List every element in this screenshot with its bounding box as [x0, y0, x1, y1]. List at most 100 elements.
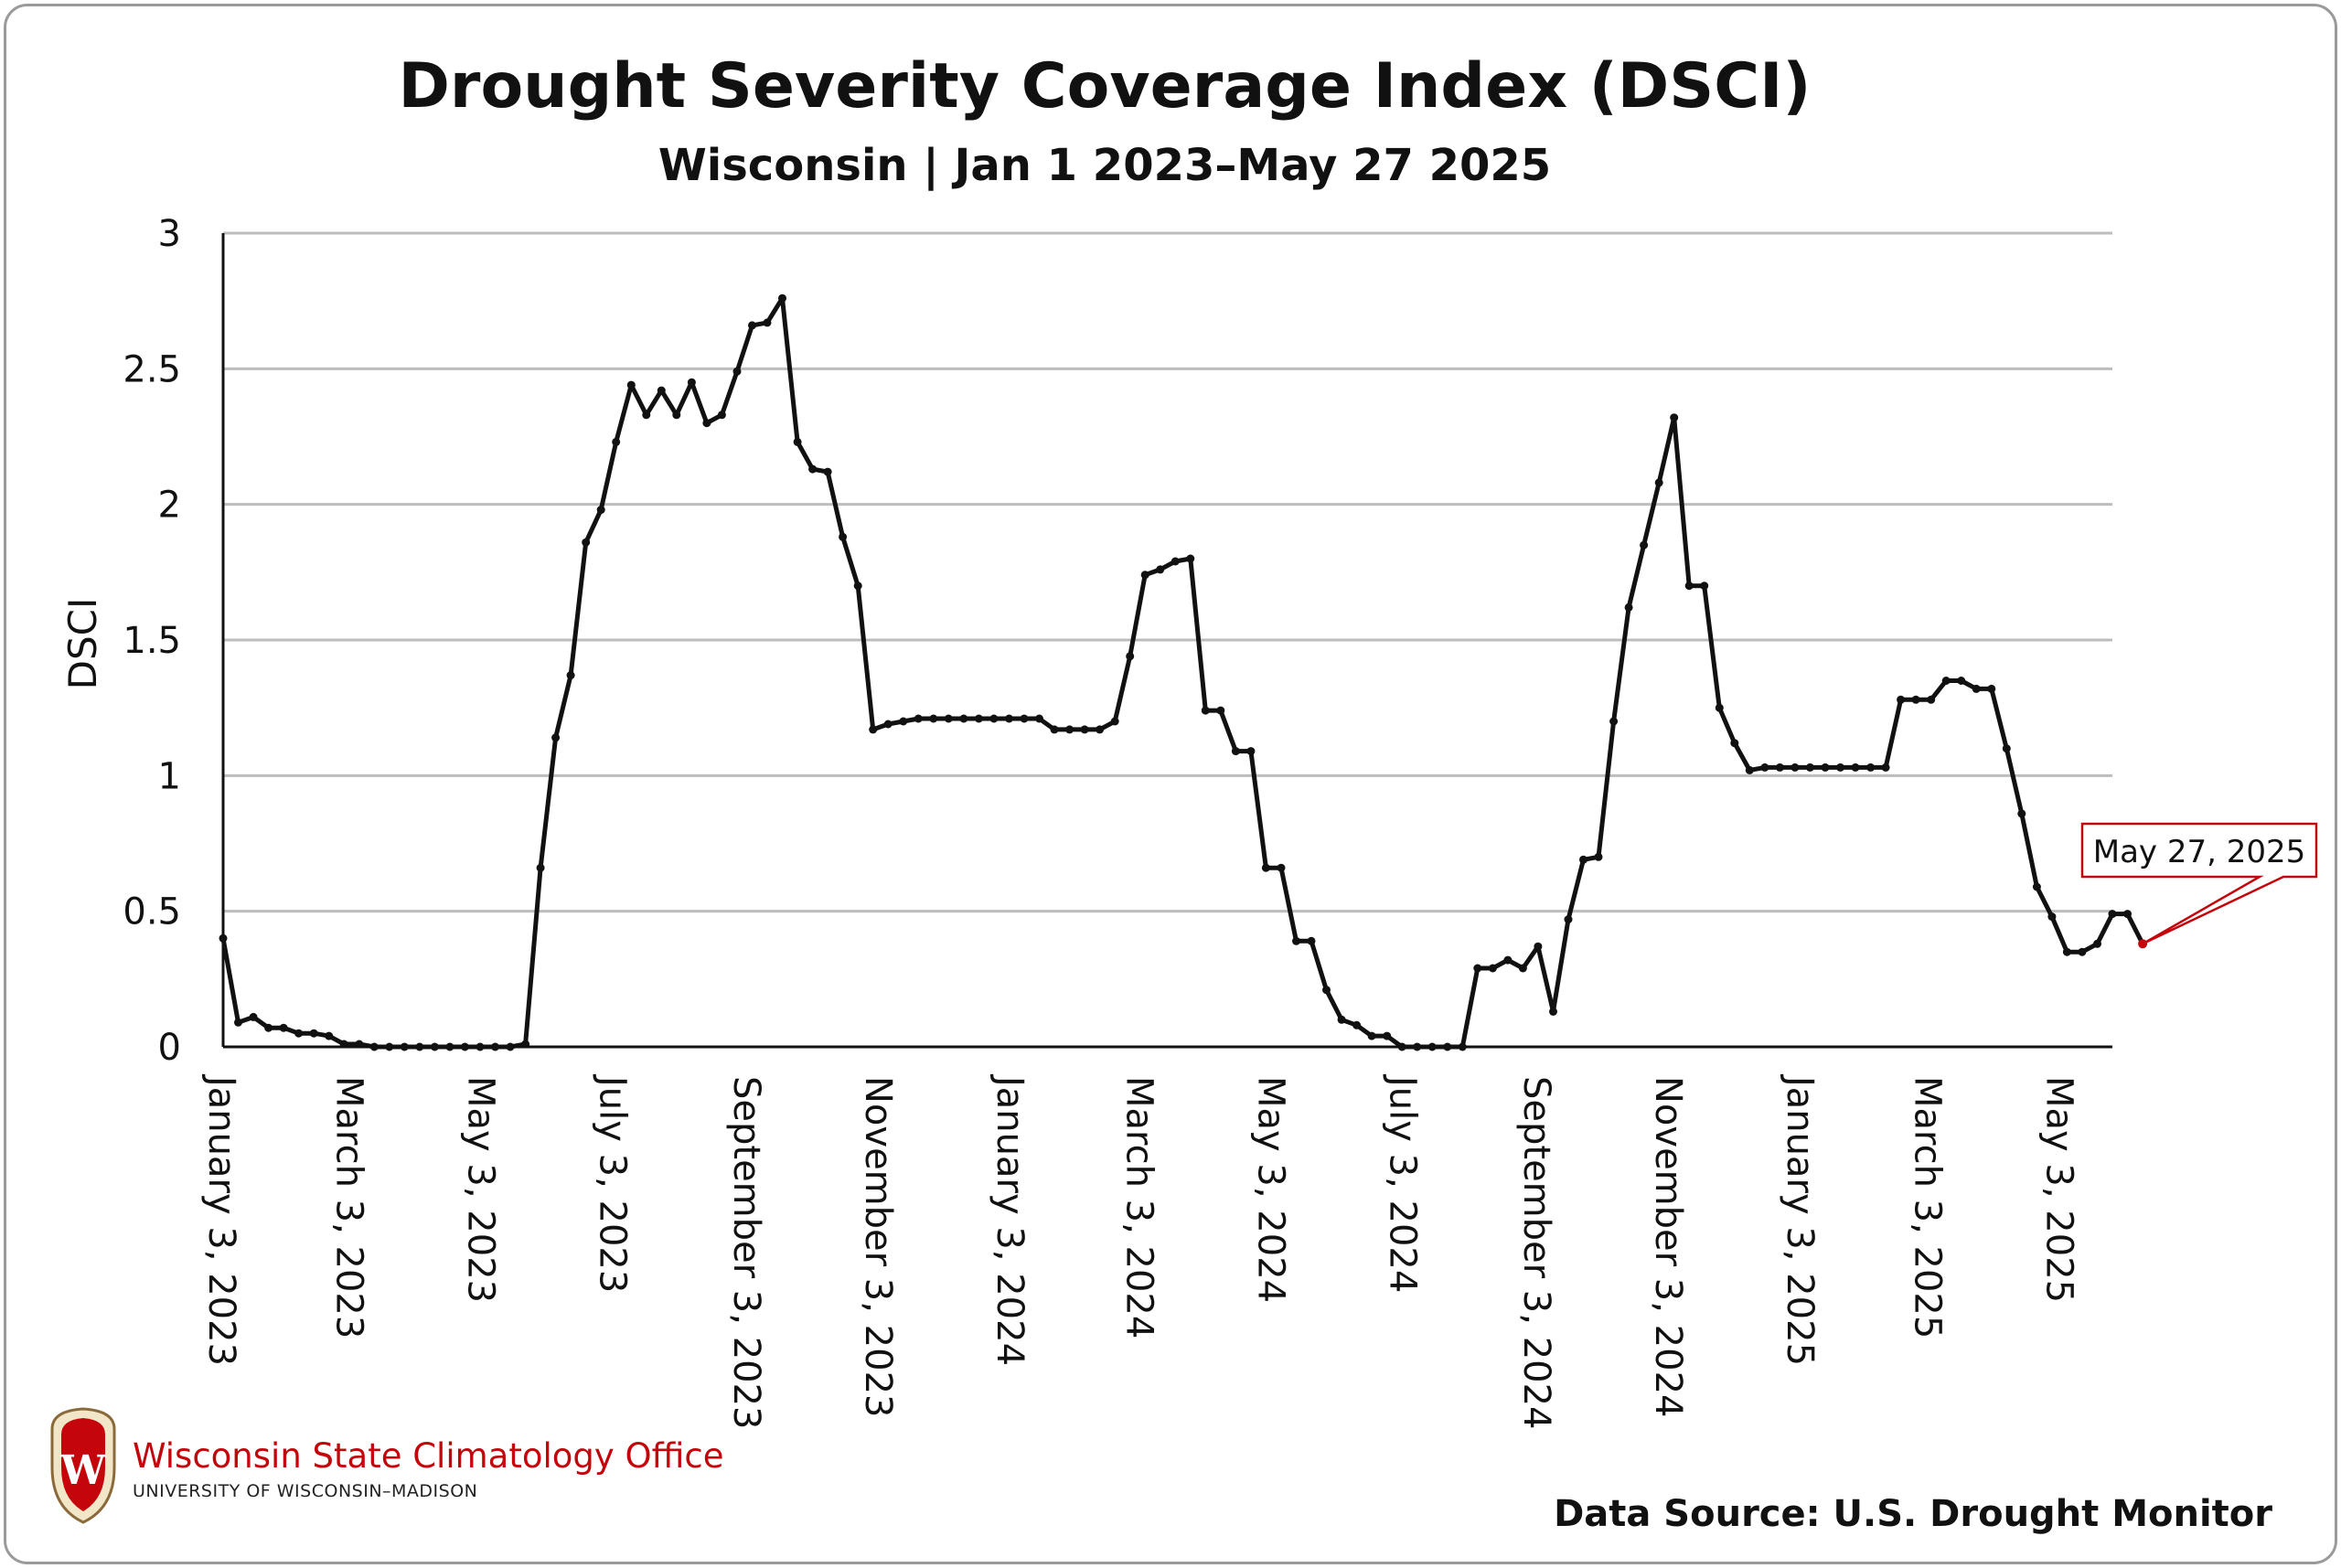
- data-point: [400, 1042, 409, 1051]
- x-axis-ticks: January 3, 2023 March 3, 2023 May 3, 2023 J…: [200, 1073, 2079, 1429]
- y-axis-ticks: 0 0.5 1 1.5 2 2.5 3: [123, 213, 181, 1069]
- data-point: [1307, 936, 1316, 945]
- y-tick-label: 0: [158, 1027, 181, 1069]
- chart-frame: Drought Severity Coverage Index (DSCI) W…: [4, 4, 2337, 1564]
- data-point: [1473, 964, 1482, 973]
- data-point: [899, 717, 908, 726]
- data-point: [2062, 947, 2071, 956]
- data-point: [793, 437, 802, 446]
- data-point: [1261, 863, 1270, 872]
- data-point: [2047, 912, 2057, 922]
- data-point: [2002, 744, 2011, 753]
- data-point: [1231, 747, 1240, 756]
- series-line: [220, 295, 2145, 1050]
- data-source-note: Data Source: U.S. Drought Monitor: [1554, 1493, 2272, 1535]
- data-point: [1805, 763, 1814, 772]
- data-point: [1715, 703, 1724, 712]
- x-tick-label: July 3, 2023: [591, 1073, 633, 1293]
- data-point: [642, 411, 651, 420]
- data-point: [717, 411, 726, 420]
- data-point: [1957, 677, 1966, 685]
- data-point: [687, 378, 696, 387]
- data-point: [521, 1040, 530, 1049]
- chart-title: Drought Severity Coverage Index (DSCI): [398, 50, 1811, 123]
- data-point: [566, 671, 575, 680]
- data-point: [1503, 955, 1513, 965]
- data-point: [1337, 1015, 1346, 1024]
- x-tick-label: May 3, 2024: [1250, 1076, 1292, 1303]
- data-point: [1972, 684, 1981, 693]
- data-point: [1851, 763, 1860, 772]
- data-point: [1881, 763, 1890, 772]
- data-point: [1080, 725, 1089, 734]
- data-point: [626, 380, 636, 389]
- data-point: [914, 714, 923, 723]
- data-point: [1760, 763, 1769, 772]
- data-point: [1096, 725, 1105, 734]
- x-tick-label: March 3, 2023: [327, 1076, 369, 1339]
- x-tick-label: November 3, 2023: [857, 1076, 899, 1417]
- data-point: [249, 1012, 258, 1021]
- wsco-logo: W Wisconsin State Climatology Office UNI…: [50, 1407, 724, 1524]
- data-point: [748, 321, 756, 330]
- logo-title: Wisconsin State Climatology Office: [133, 1436, 724, 1476]
- data-point: [491, 1042, 499, 1051]
- data-point: [1790, 763, 1800, 772]
- chart-subtitle: Wisconsin | Jan 1 2023–May 27 2025: [658, 140, 1551, 191]
- series-points: [219, 293, 2148, 1051]
- data-point: [1322, 986, 1331, 995]
- data-point: [294, 1029, 304, 1038]
- x-tick-label: September 3, 2023: [725, 1076, 767, 1429]
- data-point: [476, 1042, 485, 1051]
- data-point: [823, 467, 832, 476]
- data-point: [1170, 557, 1180, 566]
- data-point: [596, 506, 605, 515]
- data-point: [219, 933, 228, 943]
- callout-label: May 27, 2025: [2093, 834, 2306, 870]
- data-point: [1518, 964, 1527, 973]
- data-point: [1035, 714, 1043, 723]
- gridlines: [223, 231, 2112, 913]
- x-tick-label: January 3, 2025: [1779, 1073, 1821, 1366]
- data-point: [974, 714, 983, 723]
- data-point: [1564, 915, 1573, 924]
- data-point: [657, 386, 666, 395]
- data-point: [808, 464, 818, 474]
- callout-box: [2080, 822, 2318, 945]
- data-point: [1821, 763, 1830, 772]
- data-point: [1927, 695, 1936, 704]
- data-point: [1201, 706, 1210, 715]
- data-point: [1020, 714, 1029, 723]
- data-point: [1186, 554, 1195, 563]
- data-point: [1005, 714, 1013, 723]
- data-point: [869, 725, 878, 734]
- data-point: [445, 1042, 454, 1051]
- x-tick-label: July 3, 2024: [1382, 1073, 1424, 1293]
- data-point: [853, 581, 862, 591]
- data-point: [1654, 478, 1663, 487]
- data-point: [1488, 964, 1497, 973]
- data-point: [1050, 725, 1059, 734]
- data-point: [989, 714, 999, 723]
- data-point: [2078, 947, 2087, 956]
- data-point: [1126, 652, 1135, 661]
- data-point: [385, 1042, 394, 1051]
- data-point: [702, 419, 711, 428]
- y-tick-label: 2.5: [123, 348, 181, 390]
- data-point: [2123, 910, 2132, 919]
- data-point: [672, 411, 681, 420]
- data-point: [1684, 581, 1694, 591]
- data-point: [1292, 936, 1300, 945]
- data-point: [339, 1040, 348, 1049]
- data-point: [1065, 725, 1074, 734]
- last-point-callout: May 27, 2025: [2080, 822, 2318, 945]
- data-point: [1579, 855, 1587, 864]
- data-point: [1140, 571, 1149, 580]
- x-tick-label: January 3, 2023: [200, 1073, 242, 1366]
- data-point: [1897, 695, 1906, 704]
- x-tick-label: November 3, 2024: [1647, 1076, 1689, 1417]
- data-point: [929, 714, 938, 723]
- y-tick-label: 2: [158, 485, 181, 527]
- data-point: [959, 714, 968, 723]
- data-point: [883, 720, 893, 729]
